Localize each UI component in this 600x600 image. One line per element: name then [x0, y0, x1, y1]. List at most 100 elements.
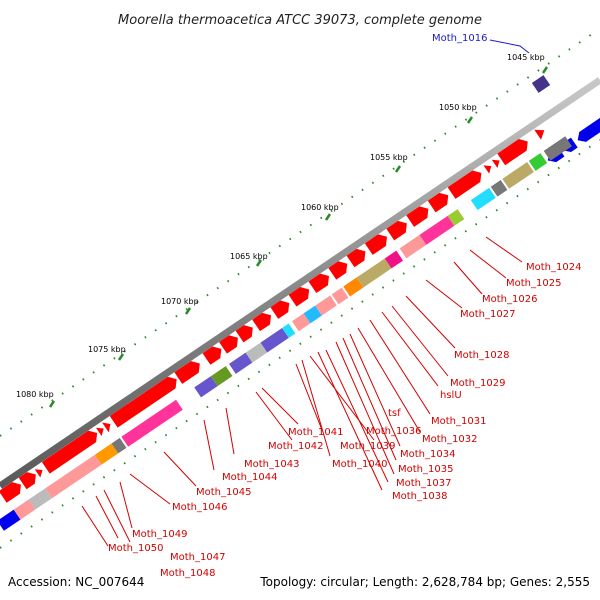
gene-label[interactable]: Moth_1029 [450, 378, 505, 389]
tick-labels: 1045 kbp 1050 kbp 1055 kbp 1060 kbp 1065… [16, 53, 545, 399]
gene-label[interactable]: Moth_1046 [172, 502, 227, 513]
tick-label: 1065 kbp [230, 252, 268, 261]
gene-arrow [406, 206, 429, 227]
major-ticks [48, 66, 549, 408]
feature-block [543, 136, 572, 161]
feature-block [13, 499, 36, 520]
gene-label[interactable]: Moth_1026 [482, 294, 537, 305]
gene-label[interactable]: Moth_1042 [268, 441, 323, 452]
feature-block [528, 153, 548, 171]
tick-label: 1070 kbp [161, 297, 199, 306]
gene-label[interactable]: Moth_1036 [366, 426, 421, 437]
gene-label[interactable]: Moth_1044 [222, 472, 277, 483]
gene-label[interactable]: Moth_1043 [244, 459, 299, 470]
gene-label[interactable]: tsf [388, 408, 401, 419]
gene-label[interactable]: Moth_1049 [132, 529, 187, 540]
gene-arrow [328, 261, 348, 280]
gene-label[interactable]: Moth_1039 [340, 441, 395, 452]
gene-labels: Moth_1024 Moth_1025 Moth_1026 Moth_1027 … [108, 262, 581, 579]
tick-label: 1055 kbp [370, 153, 408, 162]
gene-arrow [534, 129, 545, 140]
feature-block [502, 162, 534, 189]
gene-label[interactable]: Moth_1034 [400, 449, 455, 460]
feature-block [111, 437, 127, 454]
gene-label[interactable]: hslU [440, 390, 462, 401]
gene-label[interactable]: Moth_1032 [422, 434, 477, 445]
feature-block [399, 234, 427, 259]
feature-block [210, 366, 233, 387]
gene-arrow [235, 325, 253, 343]
feature-block [94, 443, 119, 465]
genome-backbone [0, 77, 600, 489]
feature-block [260, 327, 289, 353]
gene-label[interactable]: Moth_1040 [332, 459, 387, 470]
feature-block [282, 323, 296, 338]
gene-arrow [18, 472, 36, 490]
tick-label: 1080 kbp [16, 390, 54, 399]
gene-arrow [491, 159, 500, 169]
feature-block [343, 277, 364, 297]
gene-label[interactable]: Moth_1050 [108, 543, 163, 554]
gene-arrow [109, 376, 177, 428]
feature-block [384, 250, 404, 269]
gene-label-highlight[interactable]: Moth_1016 [432, 33, 487, 44]
gene-label[interactable]: Moth_1025 [506, 278, 561, 289]
gene-arrow [386, 220, 407, 241]
gene-arrow [0, 482, 21, 503]
tick-label: 1050 kbp [439, 103, 477, 112]
accession-label: Accession: NC_007644 [8, 575, 144, 589]
feature-track [0, 136, 572, 531]
feature-block [291, 313, 311, 332]
feature-block [356, 258, 392, 288]
gene-label[interactable]: Moth_1047 [170, 552, 225, 563]
gene-label[interactable]: Moth_1041 [288, 427, 343, 438]
tick-label: 1045 kbp [507, 53, 545, 62]
feature-block [245, 342, 268, 363]
gene-arrow [174, 361, 200, 384]
feature-block [331, 287, 349, 305]
gene-label[interactable]: Moth_1024 [526, 262, 581, 273]
feature-block [470, 187, 496, 211]
feature-block [194, 376, 218, 398]
gene-arrow [202, 346, 222, 365]
gene-label[interactable]: Moth_1038 [392, 491, 447, 502]
feature-block [229, 352, 253, 374]
gene-label[interactable]: Moth_1037 [396, 478, 451, 489]
gene-label[interactable]: Moth_1048 [160, 568, 215, 579]
gene-arrow [270, 300, 290, 319]
feature-block [315, 295, 337, 316]
gene-label[interactable]: Moth_1045 [196, 487, 251, 498]
leader-lines [81, 39, 530, 547]
gene-arrow [102, 422, 111, 433]
map-title: Moorella thermoacetica ATCC 39073, compl… [118, 13, 482, 28]
inner-tick-ring [0, 139, 600, 549]
feature-block [45, 454, 102, 499]
gene-arrow [483, 165, 492, 174]
gene-label[interactable]: Moth_1031 [431, 416, 486, 427]
feature-block [419, 215, 455, 245]
feature-block [28, 488, 52, 510]
gene-arrow [346, 248, 366, 268]
gene-arrow [427, 192, 449, 213]
gene-arrow [34, 469, 43, 478]
gene-arrow [288, 287, 310, 307]
gene-arrow [308, 273, 330, 294]
gene-arrow [364, 234, 387, 255]
gene-arrow [96, 427, 104, 437]
feature-block [447, 209, 465, 226]
gene-arrow [219, 335, 238, 354]
topology-label: Topology: circular; Length: 2,628,784 bp… [259, 575, 590, 589]
feature-block [490, 179, 508, 197]
gene-arrow [447, 170, 482, 199]
gene-label[interactable]: Moth_1035 [398, 464, 453, 475]
gene-label[interactable]: Moth_1027 [460, 309, 515, 320]
feature-block [0, 509, 21, 531]
gene-arrow [577, 114, 600, 142]
highlight-gene-block [531, 75, 551, 93]
tick-label: 1060 kbp [301, 203, 339, 212]
gene-arrow [252, 312, 272, 332]
gene-label[interactable]: Moth_1028 [454, 350, 509, 361]
outer-tick-ring [0, 29, 599, 437]
forward-strand-genes [0, 129, 545, 503]
